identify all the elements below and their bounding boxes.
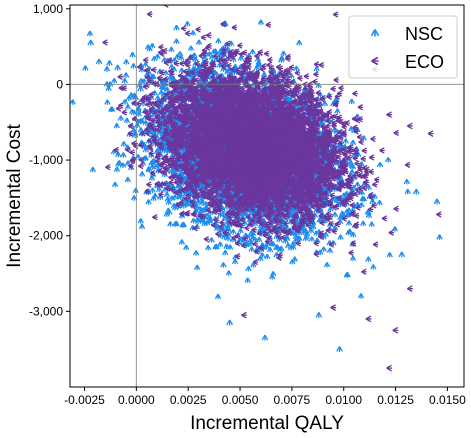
legend-label-nsc: NSC — [405, 24, 443, 44]
point-nsc-outlier-11 — [226, 319, 234, 326]
legend-marker-eco — [371, 56, 379, 66]
point-nsc-outlier-10 — [315, 312, 323, 318]
series-eco-points — [102, 5, 442, 275]
legend-marker-nsc — [370, 29, 380, 37]
x-tick-label: 0.0050 — [222, 393, 259, 407]
point-eco-outlier-9 — [365, 315, 372, 323]
plot-frame — [69, 4, 465, 388]
axes: -0.0025 0.0000 0.0025 0.0050 0.0075 0.0100 0.0… — [29, 2, 466, 407]
data-points — [70, 5, 443, 372]
point-nsc-outlier-9 — [261, 334, 269, 341]
point-nsc-outlier-1 — [95, 58, 103, 65]
y-tick-label: -3,000 — [29, 304, 63, 318]
x-axis-title: Incremental QALY — [190, 413, 344, 434]
point-eco-outlier-8 — [241, 311, 247, 319]
x-tick-label: -0.0025 — [64, 393, 105, 407]
point-nsc-outlier-2 — [106, 60, 113, 67]
legend-label-eco: ECO — [405, 52, 444, 72]
y-tick-label: 1,000 — [33, 2, 63, 16]
series-eco — [102, 5, 442, 372]
point-eco-outlier-11 — [406, 285, 413, 293]
legend: NSC ECO — [348, 15, 458, 79]
point-nsc-outlier-7 — [412, 188, 420, 195]
y-axis-title: Incremental Cost — [4, 123, 25, 267]
point-nsc-outlier-6 — [433, 198, 441, 205]
point-eco-outlier-3 — [386, 111, 393, 119]
x-tick-label: 0.0025 — [170, 393, 207, 407]
x-tick-label: 0.0000 — [118, 393, 155, 407]
x-tick-label: 0.0150 — [429, 393, 466, 407]
reference-lines — [70, 5, 464, 387]
x-tick-label: 0.0075 — [274, 393, 311, 407]
point-nsc-outlier-5 — [137, 85, 144, 92]
point-eco-outlier-4 — [427, 130, 434, 137]
point-eco-outlier-5 — [406, 122, 413, 130]
y-tick-label: -1,000 — [29, 153, 63, 167]
point-eco-outlier-7 — [392, 326, 399, 334]
x-tick-label: 0.0125 — [377, 393, 414, 407]
y-tick-label: 0 — [56, 77, 63, 91]
point-eco-outlier-6 — [386, 364, 393, 372]
point-eco-outlier-1 — [205, 31, 212, 39]
y-tick-label: -2,000 — [29, 229, 63, 243]
point-nsc-outlier-0 — [87, 39, 95, 46]
x-tick-label: 0.0100 — [325, 393, 362, 407]
point-nsc-outlier-12 — [398, 251, 406, 258]
point-eco-outlier-10 — [330, 304, 337, 311]
point-nsc-outlier-4 — [122, 72, 130, 79]
point-nsc-outlier-8 — [336, 346, 343, 352]
point-eco-outlier-0 — [220, 20, 227, 28]
point-nsc-outlier-3 — [114, 64, 122, 71]
